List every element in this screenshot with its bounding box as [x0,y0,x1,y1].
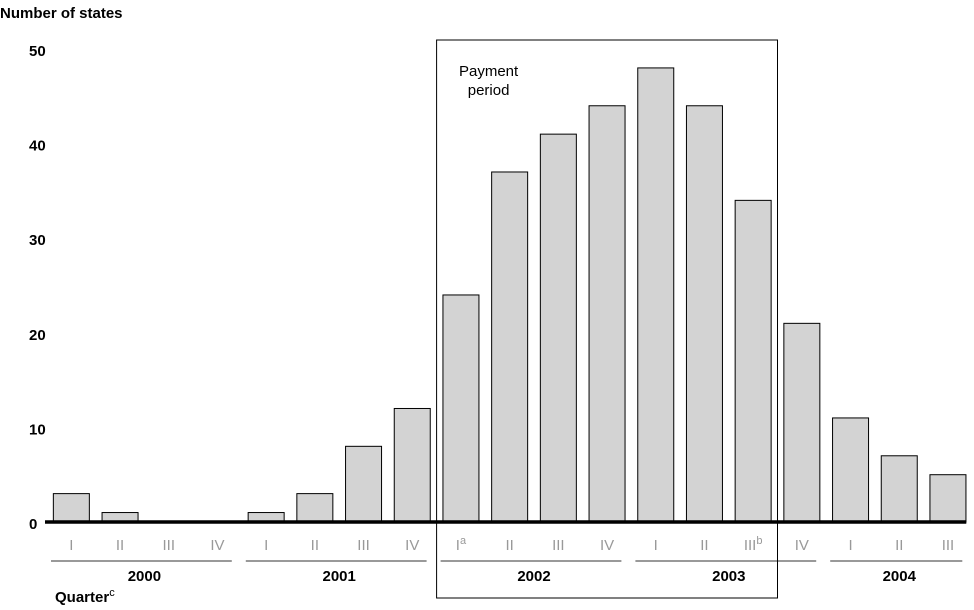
x-tick-label-text: II [700,537,708,554]
highlight-label: Payment period [458,63,519,99]
x-tick-label-text: IV [600,537,614,554]
x-tick-label: II [700,537,708,554]
bar [734,199,772,523]
y-tick-label: 30 [29,232,46,249]
bar [442,294,480,523]
y-tick-label: 20 [29,327,46,344]
group-label: 2001 [323,568,356,585]
x-tick-label-text: IV [795,537,809,554]
y-axis-title: Number of states [0,5,123,22]
x-tick-label-text: I [264,537,268,554]
x-axis-title-superscript: c [109,587,115,599]
bar [637,67,675,523]
bar [588,105,626,523]
bar [296,493,334,523]
x-tick-label-text: III [162,537,175,554]
highlight-box [436,39,778,599]
x-tick-label: III [942,537,955,554]
group-label: 2002 [517,568,550,585]
x-axis-title: Quarterc [55,587,115,606]
x-tick-label-text: III [357,537,370,554]
y-tick-label: 10 [29,421,46,438]
bar [929,474,967,523]
x-tick-label: III [162,537,175,554]
x-tick-label: IIIb [744,535,763,554]
x-tick-label-text: III [552,537,565,554]
group-label: 2004 [883,568,917,585]
x-tick-superscript: a [460,535,467,547]
x-tick-label-text: IV [210,537,224,554]
x-tick-label-text: II [505,537,513,554]
bar [539,133,577,523]
x-tick-label-text: III [942,537,955,554]
x-tick-label: III [552,537,565,554]
x-tick-label-text: IV [405,537,419,554]
x-tick-label: Ia [456,535,467,554]
x-tick-label-text: I [69,537,73,554]
x-tick-label-text: II [116,537,124,554]
x-tick-label: II [311,537,319,554]
bar [52,493,90,523]
x-tick-label: I [69,537,73,554]
x-tick-label: II [505,537,513,554]
x-tick-label: II [895,537,903,554]
x-tick-label: I [654,537,658,554]
x-tick-label-text: II [895,537,903,554]
group-label: 2000 [128,568,161,585]
bar [345,445,383,523]
x-tick-label: III [357,537,370,554]
bar [783,322,821,523]
x-tick-label-text: III [744,537,757,554]
bar [880,455,918,523]
x-tick-label: II [116,537,124,554]
x-tick-label-text: II [311,537,319,554]
bar [685,105,723,523]
x-tick-label: I [848,537,852,554]
x-tick-label: I [264,537,268,554]
bar [832,417,870,523]
x-tick-label: IV [210,537,224,554]
x-tick-label-text: I [654,537,658,554]
x-tick-superscript: b [756,535,762,547]
x-tick-label: IV [405,537,419,554]
bar [393,407,431,523]
x-tick-label: IV [795,537,809,554]
y-tick-label: 50 [29,43,46,60]
y-tick-label: 0 [29,516,37,533]
x-tick-label-text: I [848,537,852,554]
x-tick-label: IV [600,537,614,554]
y-tick-label: 40 [29,138,46,155]
bar [491,171,529,523]
x-tick-label-text: I [456,537,460,554]
group-label: 2003 [712,568,745,585]
x-axis-title-text: Quarter [55,589,109,606]
